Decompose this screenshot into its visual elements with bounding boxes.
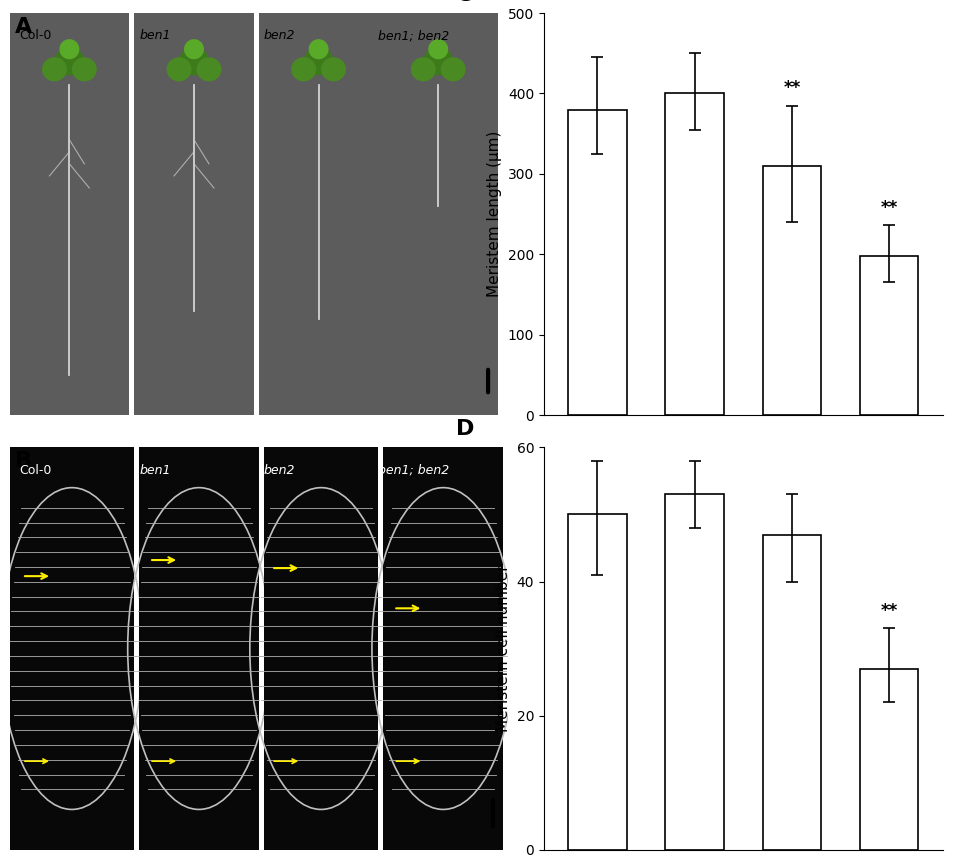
Ellipse shape bbox=[441, 57, 466, 81]
Ellipse shape bbox=[72, 57, 97, 81]
Ellipse shape bbox=[59, 39, 79, 59]
Y-axis label: Meristem cell number: Meristem cell number bbox=[496, 564, 511, 733]
Text: ben1; ben2: ben1; ben2 bbox=[827, 464, 889, 526]
Ellipse shape bbox=[196, 57, 221, 81]
Text: **: ** bbox=[880, 199, 898, 218]
Bar bbox=[665, 494, 723, 850]
Text: C: C bbox=[456, 0, 473, 5]
Text: **: ** bbox=[783, 80, 800, 97]
Bar bbox=[10, 13, 129, 415]
Bar bbox=[763, 166, 821, 415]
Text: ben2: ben2 bbox=[264, 464, 296, 477]
Ellipse shape bbox=[423, 47, 454, 75]
Ellipse shape bbox=[167, 57, 191, 81]
Ellipse shape bbox=[179, 47, 209, 75]
Bar bbox=[10, 447, 134, 850]
Text: Col-0 WT: Col-0 WT bbox=[545, 464, 597, 515]
Bar bbox=[134, 13, 254, 415]
Bar bbox=[568, 109, 627, 415]
Bar bbox=[264, 447, 378, 850]
Text: B: B bbox=[14, 452, 32, 472]
Ellipse shape bbox=[55, 47, 84, 75]
Bar bbox=[258, 13, 378, 415]
Ellipse shape bbox=[429, 39, 448, 59]
Y-axis label: Meristem length (μm): Meristem length (μm) bbox=[487, 131, 502, 297]
Text: D: D bbox=[456, 420, 475, 440]
Text: ben1; ben2: ben1; ben2 bbox=[378, 464, 450, 477]
Bar bbox=[139, 447, 258, 850]
Text: ben1: ben1 bbox=[662, 464, 695, 496]
Bar bbox=[860, 256, 919, 415]
Ellipse shape bbox=[303, 47, 334, 75]
Text: ben1; ben2: ben1; ben2 bbox=[378, 29, 450, 42]
Bar bbox=[378, 13, 498, 415]
Ellipse shape bbox=[309, 39, 328, 59]
Text: ben2: ben2 bbox=[759, 464, 791, 496]
Text: ben2: ben2 bbox=[264, 29, 296, 42]
Bar bbox=[665, 94, 723, 415]
Bar bbox=[860, 668, 919, 850]
Ellipse shape bbox=[291, 57, 316, 81]
Text: **: ** bbox=[880, 603, 898, 621]
Text: ben1: ben1 bbox=[139, 464, 170, 477]
Ellipse shape bbox=[184, 39, 204, 59]
Bar bbox=[384, 447, 503, 850]
Bar bbox=[568, 514, 627, 850]
Text: A: A bbox=[14, 17, 32, 37]
Bar bbox=[763, 535, 821, 850]
Text: Col-0: Col-0 bbox=[19, 464, 52, 477]
Ellipse shape bbox=[42, 57, 67, 81]
Ellipse shape bbox=[322, 57, 346, 81]
Ellipse shape bbox=[411, 57, 435, 81]
Text: ben1: ben1 bbox=[139, 29, 170, 42]
Text: Col-0: Col-0 bbox=[19, 29, 52, 42]
